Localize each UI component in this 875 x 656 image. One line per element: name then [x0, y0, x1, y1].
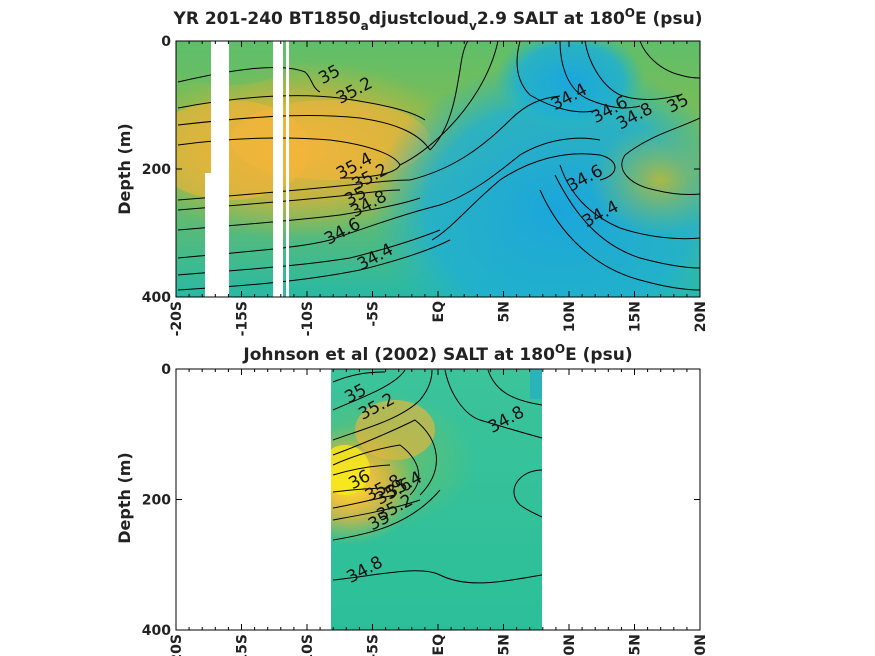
top-xtick-label: -15S	[235, 301, 251, 336]
missing-col	[205, 173, 229, 297]
top-title: YR 201-240 BT1850adjustcloudv2.9 SALT at…	[173, 6, 703, 33]
bottom-xtick-label: EQ	[431, 634, 447, 656]
bottom-xtick-label: -20S	[169, 634, 185, 656]
top-xtick-label: -10S	[300, 301, 316, 336]
top-xtick-label: 15N	[628, 301, 644, 332]
top-title-part-c: 2.9 SALT at 180	[477, 9, 625, 29]
bottom-title: Johnson et al (2002) SALT at 180OE (psu)	[242, 342, 632, 365]
top-axes: -20S -15S -10S -5S EQ 5N 10N 15N 20N 0 200 400 Dep…	[115, 34, 709, 336]
bottom-ytick-label: 200	[142, 493, 171, 509]
bottom-xtick-label: 5N	[497, 634, 513, 655]
bottom-title-sup: O	[555, 342, 565, 356]
bottom-xtick-label: 10N	[562, 634, 578, 656]
top-title-part-d: E (psu)	[635, 9, 702, 29]
top-xtick-label: -5S	[366, 301, 382, 327]
top-title-sup: O	[625, 6, 635, 20]
bottom-title-part-d: E (psu)	[565, 345, 632, 365]
top-xtick-label: EQ	[431, 301, 447, 323]
top-xtick-label: 10N	[562, 301, 578, 332]
bottom-xtick-label: 15N	[628, 634, 644, 656]
bottom-title-part-a: Johnson et al (2002) SALT at 180	[242, 345, 555, 365]
top-panel: YR 201-240 BT1850adjustcloudv2.9 SALT at…	[115, 6, 709, 336]
bottom-contours	[332, 369, 542, 584]
bottom-ylabel: Depth (m)	[115, 452, 134, 544]
bottom-ytick-label: 0	[161, 362, 171, 378]
top-ytick-label: 200	[142, 162, 171, 178]
top-title-part-b: djustcloud	[369, 9, 469, 29]
bottom-panel: Johnson et al (2002) SALT at 180OE (psu)	[115, 342, 709, 656]
top-xtick-label: -20S	[169, 301, 185, 336]
bottom-xtick-label: 20N	[693, 634, 709, 656]
bottom-ytick-label: 400	[142, 623, 171, 639]
bottom-axes: -20S -15S -10S -5S EQ 5N 10N 15N 20N 0 200 400 Dep…	[115, 362, 709, 656]
bottom-xtick-label: -5S	[366, 634, 382, 656]
top-ytick-label: 400	[142, 290, 171, 306]
top-ytick-label: 0	[161, 34, 171, 50]
missing-col	[211, 41, 229, 174]
top-title-part-a: YR 201-240 BT1850	[173, 9, 361, 29]
top-xtick-label: 20N	[693, 301, 709, 332]
bottom-xtick-label: -10S	[300, 634, 316, 656]
top-xtick-label: 5N	[497, 301, 513, 322]
missing-col	[286, 41, 289, 297]
bottom-xtick-label: -15S	[235, 634, 251, 656]
missing-col	[273, 41, 283, 297]
top-title-sub1: a	[361, 19, 369, 33]
top-missing-columns	[205, 41, 289, 297]
top-ylabel: Depth (m)	[115, 123, 134, 215]
top-title-sub2: v	[469, 19, 477, 33]
